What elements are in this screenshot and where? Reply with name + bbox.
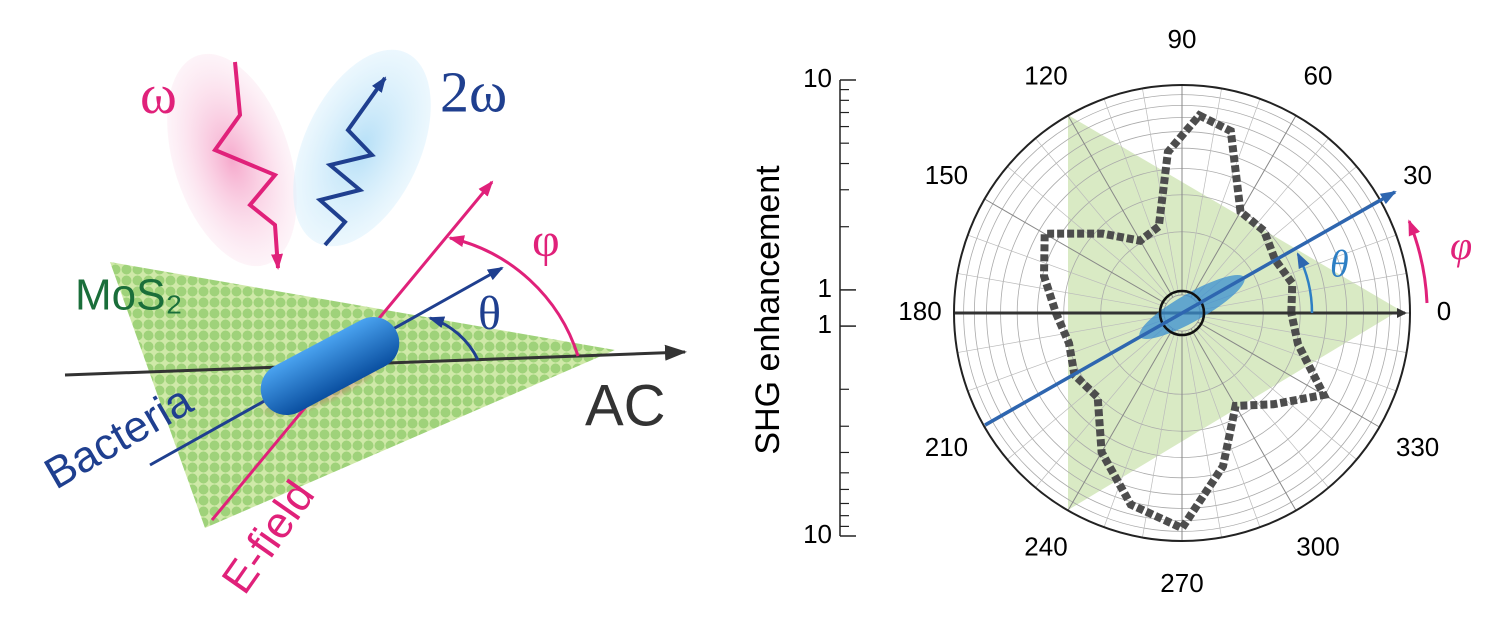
blue-beam [293,49,431,247]
omega-label: ω [140,64,177,126]
r-tick-label: 10 [803,519,832,549]
fundamental-wave [211,61,284,270]
center-circle [1158,289,1206,337]
illustration: ω 2ω MoS₂ Bacteria E-field AC φ θ [36,49,687,602]
phi-arc [1407,219,1429,304]
two-omega-label: 2ω [440,59,507,124]
phi-label: φ [1450,223,1472,268]
grid-spoke [1035,138,1171,300]
theta-tick-label: 270 [1160,568,1203,598]
r-tick-label: 1 [818,309,832,339]
ac-label: AC [585,373,666,438]
axis-label: SHG enhancement [749,165,787,455]
grid-spoke [1197,321,1380,428]
grid-spoke [1184,88,1222,296]
grid-spoke [1198,318,1397,392]
grid-spoke [1195,324,1357,460]
r-tick-label: 1 [818,273,832,303]
theta-arc [428,316,480,361]
pink-beam [167,53,297,267]
grid-spoke [1103,98,1177,297]
grid-spoke [1103,329,1177,528]
grid-spoke [1193,138,1329,300]
grid-spoke [1067,115,1174,298]
theta-tick-label: 120 [1024,60,1067,90]
theta-arc [1296,252,1314,314]
mos2-flake [110,262,615,528]
grid-spoke [1184,330,1222,538]
theta-tick-label: 240 [1024,531,1067,561]
grid-spoke [1199,315,1407,353]
outer-circle [953,84,1411,542]
grid-spoke [1187,98,1261,297]
theta-tick-label: 0 [1437,296,1451,326]
grid-spoke [1199,273,1407,311]
theta-tick-label: 300 [1296,531,1339,561]
grid-spoke [1035,326,1171,488]
grid-spoke [1142,330,1180,538]
theta-tick-label: 210 [925,432,968,462]
grid-spoke [1067,328,1174,511]
grid-spoke [1190,328,1297,511]
bacterium [260,316,400,416]
shg-data [1039,110,1330,534]
grid-spoke [957,273,1165,311]
phi-label: φ [532,214,560,267]
theta-tick-label: 180 [898,296,941,326]
theta-label: θ [1330,244,1349,286]
r-tick-label: 10 [803,63,832,93]
grid-spoke [967,234,1166,308]
grid-spoke [984,198,1167,305]
theta-tick-label: 30 [1403,160,1432,190]
theta-tick-label: 60 [1304,60,1333,90]
theta-label: θ [478,287,501,340]
grid-spoke [1007,324,1169,460]
theta-tick-label: 90 [1168,24,1197,54]
polar-chart: SHG enhancement 0 30 60 90 120 150 180 210 240 27… [749,24,1472,598]
theta-tick-label: 330 [1396,432,1439,462]
grid-spoke [1187,329,1261,528]
phi-arc [448,235,580,357]
material-label: MoS₂ [75,271,183,320]
bacteria-axis [984,190,1397,427]
grid-spoke [967,318,1166,392]
harmonic-wave [315,76,387,247]
theta-tick-label: 150 [925,160,968,190]
